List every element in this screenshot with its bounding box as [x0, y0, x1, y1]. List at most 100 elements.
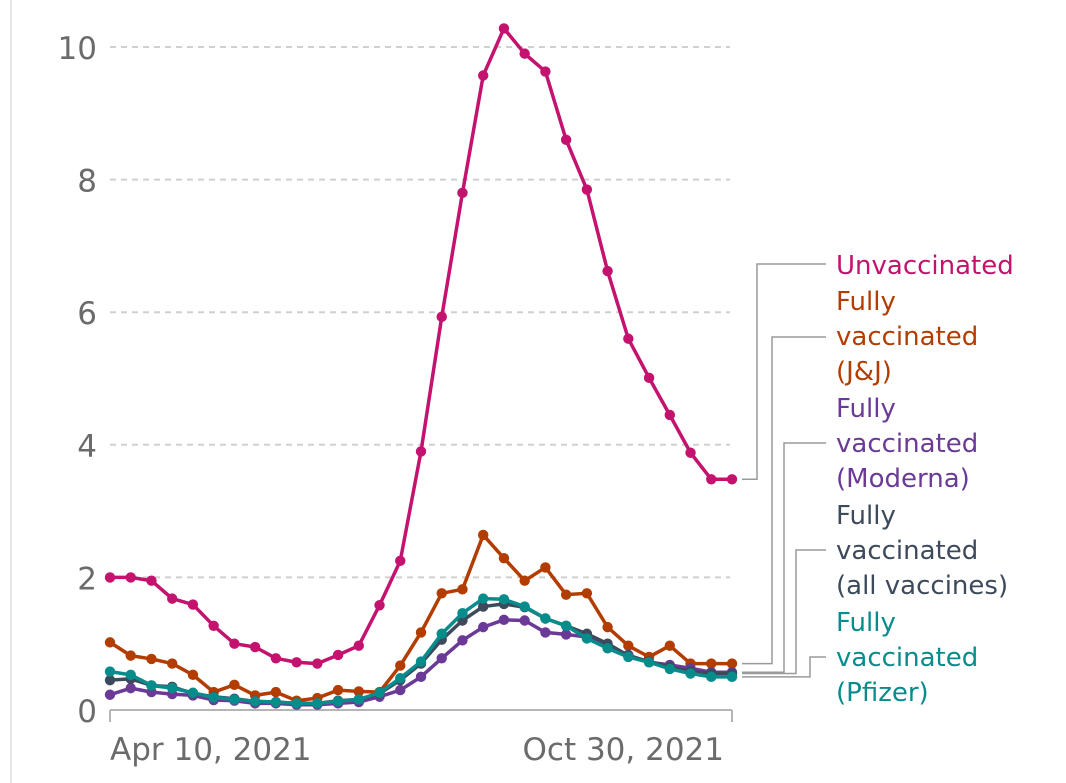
legend-unvaccinated-line: Unvaccinated	[836, 251, 1014, 281]
data-point	[353, 640, 364, 651]
legend-connector	[742, 263, 826, 481]
x-tick-label-start: Apr 10, 2021	[110, 732, 312, 768]
data-point	[498, 614, 510, 626]
data-point	[312, 658, 323, 669]
data-point	[436, 588, 447, 599]
data-point	[395, 684, 406, 696]
data-point	[374, 687, 385, 698]
data-point	[249, 696, 261, 707]
data-point	[415, 671, 427, 683]
data-point	[602, 621, 613, 633]
data-point	[146, 575, 157, 586]
legend-moderna-line-3: (Moderna)	[836, 464, 970, 494]
x-axis: Apr 10, 2021 Oct 30, 2021	[109, 709, 733, 768]
data-point	[167, 658, 178, 669]
data-point	[664, 663, 675, 675]
legend-moderna-line-1: Fully	[836, 394, 896, 424]
data-point	[104, 637, 116, 648]
legend: Unvaccinated Fully vaccinated (J&J) Full…	[836, 251, 1014, 708]
data-point	[374, 600, 385, 611]
y-tick-label: 8	[77, 164, 97, 200]
data-point	[395, 555, 406, 567]
data-point	[332, 696, 344, 707]
y-tick-label: 4	[77, 429, 97, 465]
data-point	[457, 187, 468, 199]
data-point	[623, 640, 634, 651]
data-point	[478, 70, 489, 81]
data-point	[395, 660, 406, 671]
legend-jj-line-3: (J&J)	[836, 357, 892, 387]
data-point	[167, 593, 178, 604]
data-point	[706, 671, 717, 683]
data-point	[270, 686, 282, 698]
data-point	[125, 669, 136, 681]
data-point	[602, 643, 613, 654]
legend-moderna-line-2: vaccinated	[836, 429, 978, 459]
data-point	[540, 613, 551, 624]
data-point	[457, 608, 468, 619]
data-point	[519, 48, 530, 59]
data-point	[457, 584, 468, 595]
data-point	[726, 671, 738, 683]
legend-connector	[742, 336, 826, 665]
data-point	[125, 572, 136, 583]
series-line	[110, 26, 732, 666]
data-point	[664, 640, 675, 651]
data-point	[478, 621, 489, 633]
legend-unvaccinated: Unvaccinated	[836, 251, 1014, 281]
legend-jj: Fully vaccinated (J&J)	[836, 287, 978, 387]
data-point	[540, 66, 551, 77]
data-point	[249, 641, 261, 653]
data-point	[706, 658, 717, 669]
x-tick-label-end: Oct 30, 2021	[523, 732, 725, 768]
data-point	[332, 649, 344, 661]
series-0	[104, 23, 738, 669]
y-tick-label: 2	[77, 561, 97, 597]
legend-pfizer-line-1: Fully	[836, 608, 896, 638]
legend-all-vaccines: Fully vaccinated (all vaccines)	[836, 501, 1008, 601]
data-point	[519, 601, 530, 612]
data-point	[312, 698, 323, 709]
data-point	[353, 694, 364, 705]
data-point	[685, 668, 696, 679]
series-lines	[104, 23, 738, 710]
data-point	[643, 372, 655, 384]
data-point	[187, 669, 199, 681]
legend-jj-line-1: Fully	[836, 287, 896, 317]
data-point	[623, 333, 634, 344]
series-line	[109, 602, 732, 706]
data-point	[270, 696, 282, 708]
data-point	[726, 658, 738, 669]
legend-connectors	[742, 263, 826, 678]
data-point	[229, 694, 240, 705]
data-point	[125, 650, 136, 661]
data-point	[706, 474, 717, 485]
legend-pfizer: Fully vaccinated (Pfizer)	[836, 608, 978, 708]
data-point	[125, 682, 136, 694]
data-point	[498, 552, 510, 564]
panel-left-edge	[0, 0, 12, 783]
legend-pfizer-line-3: (Pfizer)	[836, 678, 929, 708]
data-point	[560, 620, 572, 631]
data-point	[187, 687, 199, 698]
y-tick-label: 10	[58, 31, 97, 67]
data-point	[291, 698, 302, 709]
data-point	[643, 657, 655, 668]
data-point	[208, 692, 219, 703]
data-point	[167, 682, 178, 694]
data-point	[478, 601, 489, 612]
data-point	[291, 657, 302, 668]
data-point	[436, 628, 447, 639]
y-tick-label: 6	[77, 296, 97, 332]
series-4	[104, 593, 738, 709]
legend-pfizer-line-2: vaccinated	[836, 643, 978, 673]
data-point	[146, 680, 157, 691]
data-point	[560, 134, 572, 146]
data-point	[540, 627, 551, 638]
data-point	[581, 633, 593, 644]
data-point	[664, 409, 675, 421]
data-point	[436, 311, 447, 323]
data-point	[560, 589, 572, 600]
data-point	[104, 666, 116, 677]
